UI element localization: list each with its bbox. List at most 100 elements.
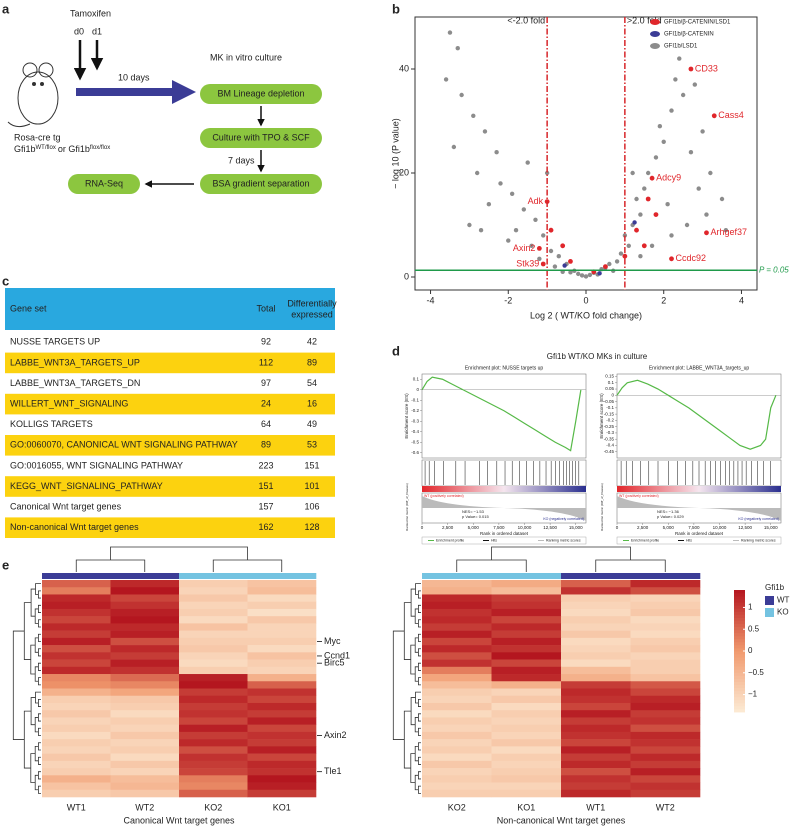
point: [638, 254, 643, 259]
table-cell: GO:0016055, WNT SIGNALING PATHWAY: [10, 460, 183, 470]
heatmap-cell: [42, 710, 111, 718]
heatmap-cell: [422, 775, 492, 783]
colorbar-segment: [734, 641, 745, 646]
x-tick-label: 2,500: [442, 525, 454, 530]
heatmap-cell: [110, 782, 180, 791]
group-bar: [491, 573, 562, 579]
x-tick-label: 15,000: [764, 525, 778, 530]
y-tick-label: -0.25: [604, 424, 615, 429]
point: [653, 212, 659, 218]
drug-label: Tamoxifen: [70, 8, 111, 18]
colorbar-segment: [734, 620, 745, 624]
heatmap-cell: [422, 616, 492, 624]
step-box: [200, 84, 322, 104]
panel-label: b: [392, 1, 400, 16]
y-tick-label: -0.2: [411, 408, 419, 413]
heatmap-cell: [491, 587, 562, 595]
heatmap-cell: [179, 666, 248, 675]
plot-title: Enrichment plot: NUSSE targets up: [465, 365, 544, 371]
rank-metric: [422, 496, 586, 521]
point-label: Cass4: [718, 110, 744, 120]
heatmap-cell: [491, 659, 562, 668]
point: [521, 207, 527, 212]
group-bar: [247, 573, 317, 579]
point: [680, 92, 686, 98]
threshold-label: P = 0.05: [759, 265, 789, 274]
heatmap-cell: [491, 768, 562, 776]
panel-label: d: [392, 343, 400, 358]
heatmap-cell: [110, 731, 180, 740]
heatmap-cell: [247, 587, 317, 595]
table-cell: LABBE_WNT3A_TARGETS_DN: [10, 378, 140, 388]
heatmap-cell: [630, 666, 701, 675]
point: [688, 66, 694, 72]
colorbar-segment: [734, 647, 745, 652]
day-label: d1: [92, 26, 102, 36]
threshold-label: >2.0 fold: [627, 15, 662, 25]
colorbar-segment: [734, 708, 745, 713]
heatmap-cell: [422, 710, 492, 718]
heatmap-cell: [422, 731, 492, 740]
rank-metric: [617, 496, 781, 521]
heatmap-cell: [42, 688, 111, 697]
colorbar-segment: [734, 626, 745, 631]
heatmap-cell: [179, 645, 248, 653]
heatmap-cell: [247, 594, 317, 602]
interval-label: 7 days: [228, 155, 255, 165]
x-axis-label: Log 2 ( WT/KO fold change): [530, 310, 642, 320]
point: [634, 227, 639, 233]
heatmap-cell: [561, 760, 631, 769]
heatmap-cell: [422, 580, 492, 588]
enrichment-curve: [616, 379, 777, 450]
heatmap-cell: [491, 789, 562, 798]
point-label: Stk39: [516, 258, 539, 268]
legend-swatch: [650, 19, 660, 25]
nes-label: NES= −1.53: [462, 509, 485, 514]
heatmap-cell: [491, 717, 562, 725]
heatmap-cell: [561, 731, 631, 740]
heatmap-cell: [179, 608, 248, 617]
y-tick-label: 0: [611, 393, 614, 398]
heatmap-cell: [422, 768, 492, 776]
heatmap-cell: [491, 710, 562, 718]
point: [692, 82, 698, 87]
heatmap-cell: [630, 760, 701, 769]
legend-swatch: [765, 608, 774, 617]
threshold-label: <-2.0 fold: [507, 15, 545, 25]
point: [509, 191, 515, 196]
heatmap-cell: [42, 587, 111, 595]
point: [634, 196, 639, 202]
heatmap-cell: [491, 666, 562, 675]
heatmap-cell: [491, 616, 562, 624]
genotype-part: Gfi1b: [14, 144, 36, 154]
heatmap-cell: [110, 601, 180, 610]
x-tick-label: 2: [661, 295, 666, 305]
heatmap-cell: [422, 637, 492, 646]
y-tick-label: 0.1: [608, 380, 615, 385]
heatmap-caption: Non-canonical Wnt target genes: [497, 815, 626, 825]
heatmap-cell: [422, 630, 492, 639]
point: [562, 263, 567, 268]
heatmap-cell: [247, 623, 317, 631]
colorbar-segment: [734, 605, 745, 609]
heatmap-cell: [561, 645, 631, 653]
table-cell: 89: [307, 357, 317, 367]
point: [632, 220, 637, 225]
table-cell: NUSSE TARGETS UP: [10, 337, 100, 347]
table-row-stripe: [5, 393, 335, 415]
heatmap-cell: [110, 739, 180, 747]
legend-swatch: [650, 31, 660, 37]
heatmap-cell: [630, 768, 701, 776]
point: [645, 170, 651, 176]
x-tick-label: 12,500: [738, 525, 752, 530]
heatmap-cell: [561, 775, 631, 783]
column-label: KO1: [517, 802, 535, 812]
point: [544, 170, 550, 176]
column-label: WT1: [67, 802, 86, 812]
colorbar-segment: [734, 611, 745, 615]
heatmap-cell: [42, 608, 111, 617]
y-tick-label: -0.1: [411, 397, 419, 402]
point: [459, 92, 464, 98]
heatmap-cell: [179, 760, 248, 769]
